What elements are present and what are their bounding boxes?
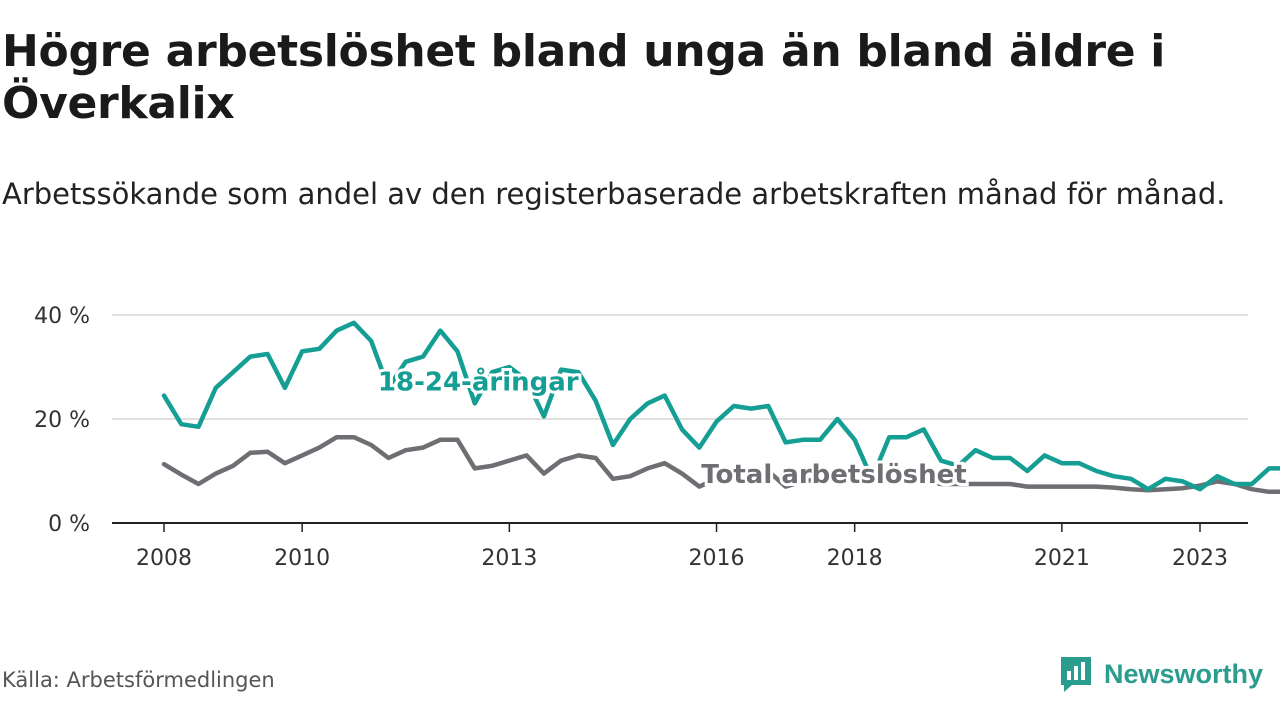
brand-name: Newsworthy bbox=[1104, 658, 1264, 689]
chart-subtitle: Arbetssökande som andel av den registerb… bbox=[2, 177, 1226, 211]
x-tick-label: 2023 bbox=[1172, 546, 1228, 571]
series-line-total bbox=[161, 434, 1280, 495]
x-axis-ticks: 2008 2010 2013 2016 2018 2021 2023 bbox=[136, 523, 1228, 571]
line-chart: 0 % 20 % 40 % 2008 2010 2013 2016 2018 2021 2023… bbox=[34, 304, 1280, 571]
series-label-youth: 18-24-åringar bbox=[378, 365, 579, 397]
series-label-total: Total arbetslöshet bbox=[701, 460, 966, 490]
y-tick-label: 40 % bbox=[34, 304, 90, 329]
x-tick-label: 2021 bbox=[1034, 546, 1090, 571]
y-tick-label: 20 % bbox=[34, 408, 90, 433]
series-lines bbox=[161, 320, 1280, 495]
y-axis-ticks: 0 % 20 % 40 % bbox=[34, 304, 90, 537]
x-tick-label: 2008 bbox=[136, 546, 192, 571]
series-line-youth bbox=[161, 320, 1280, 492]
brand-logo[interactable]: Newsworthy bbox=[1058, 652, 1263, 696]
x-tick-label: 2016 bbox=[689, 546, 745, 571]
grid-lines bbox=[112, 314, 1248, 420]
y-tick-label: 0 % bbox=[48, 512, 90, 537]
x-tick-label: 2018 bbox=[827, 546, 883, 571]
x-tick-label: 2013 bbox=[481, 546, 537, 571]
source-note: Källa: Arbetsförmedlingen bbox=[2, 668, 275, 692]
x-tick-label: 2010 bbox=[274, 546, 330, 571]
newsworthy-logo-icon bbox=[1061, 657, 1091, 692]
chart-title: Högre arbetslöshet bland unga än bland ä… bbox=[2, 26, 1166, 129]
